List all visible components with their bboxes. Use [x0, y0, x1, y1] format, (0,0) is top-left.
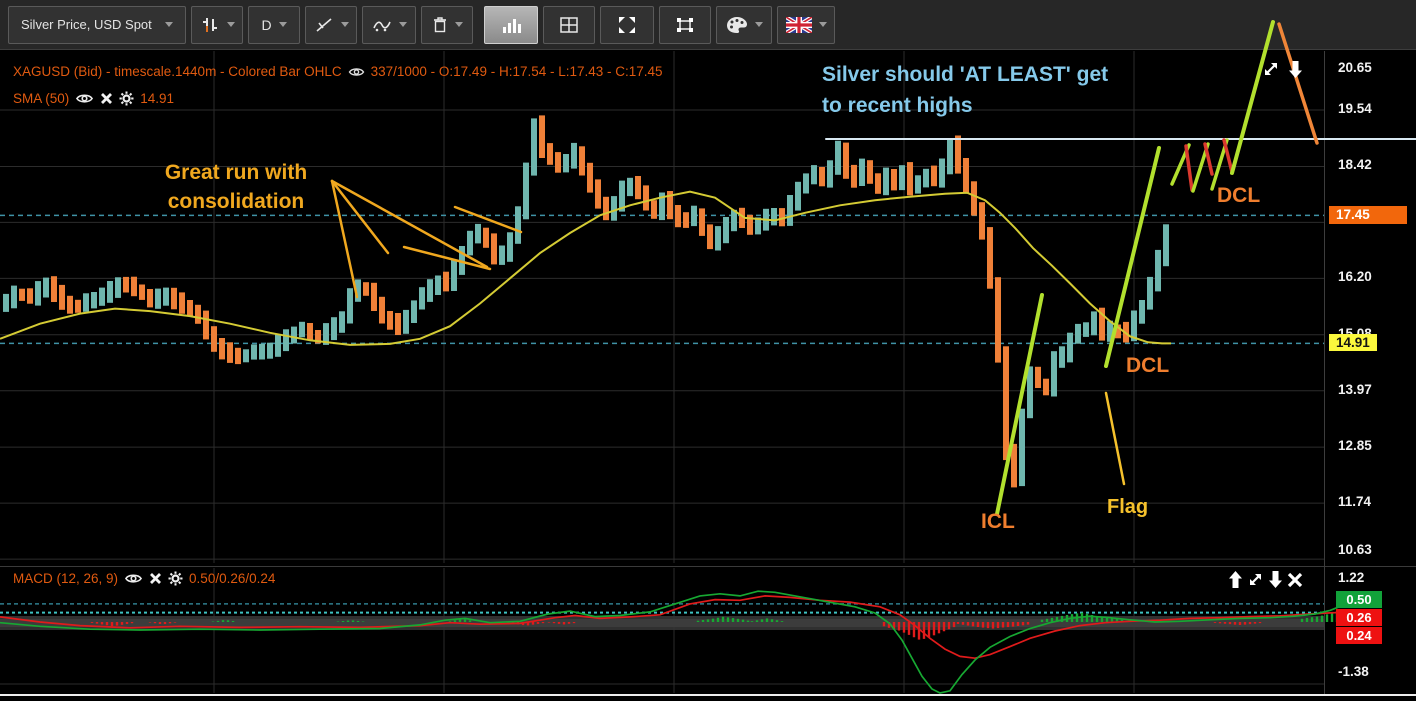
eye-icon[interactable]: [348, 66, 365, 78]
panel-layout-button[interactable]: [543, 5, 595, 44]
chevron-down-icon: [818, 22, 827, 27]
uk-flag-icon: [785, 16, 812, 33]
chevron-down-icon: [754, 22, 763, 27]
price-axis-label: 16.20: [1338, 269, 1372, 285]
gear-icon[interactable]: [168, 571, 183, 586]
sma-value: 14.91: [140, 91, 175, 106]
annotation-icl: ICL: [981, 510, 1015, 533]
macd-axis-label: -1.38: [1338, 663, 1369, 679]
annotation-dcl-upper: DCL: [1217, 184, 1261, 207]
price-axis-label: 13.97: [1338, 381, 1372, 397]
move-pane-down-icon[interactable]: [1288, 60, 1303, 78]
macd-value-badges: 0.50 0.26 0.24: [1336, 591, 1382, 644]
series-legend: XAGUSD (Bid) - timescale.1440m - Colored…: [13, 64, 663, 79]
resize-diagonal-icon[interactable]: [1247, 571, 1264, 588]
eye-icon[interactable]: [124, 572, 143, 585]
annotation-line: consolidation: [167, 190, 305, 213]
chevron-down-icon: [165, 22, 173, 27]
chevron-down-icon: [226, 22, 235, 27]
language-dropdown[interactable]: [777, 5, 835, 44]
trendline-icon: [314, 15, 334, 35]
macd-badge: 0.24: [1336, 627, 1382, 644]
axis-divider: [1324, 51, 1325, 694]
resize-diagonal-icon[interactable]: [1262, 60, 1280, 78]
timeframe-dropdown[interactable]: D: [248, 5, 300, 44]
close-icon[interactable]: [100, 92, 113, 105]
sma-label: SMA (50): [13, 91, 70, 106]
toolbar: Silver Price, USD Spot D: [0, 0, 1416, 50]
annotation-line: Great run with: [164, 161, 308, 184]
symbol-dropdown[interactable]: Silver Price, USD Spot: [8, 5, 186, 44]
theme-dropdown[interactable]: [716, 5, 772, 44]
price-axis-label: 18.42: [1338, 157, 1372, 173]
close-pane-icon[interactable]: [1287, 572, 1303, 588]
delete-drawings-dropdown[interactable]: [421, 5, 473, 44]
sma-value-badge: 14.91: [1329, 334, 1377, 352]
draw-trendline-dropdown[interactable]: [305, 5, 357, 44]
chevron-down-icon: [340, 22, 349, 27]
price-axis-label: 10.63: [1338, 542, 1372, 557]
annotation-target-note: Silver should 'AT LEAST' get to recent h…: [822, 59, 1108, 121]
eye-icon[interactable]: [75, 92, 94, 105]
price-axis-label: 12.85: [1338, 438, 1372, 454]
price-axis-label: 11.74: [1338, 494, 1372, 510]
chart-type-dropdown[interactable]: [191, 5, 243, 44]
chevron-down-icon: [398, 22, 407, 27]
ohlc-bar-icon: [200, 15, 220, 35]
annotation-great-run: Great run with consolidation: [150, 158, 322, 216]
palette-icon: [726, 16, 748, 34]
volume-bars-button[interactable]: [484, 5, 538, 44]
expand-arrows-icon: [617, 15, 637, 35]
move-pane-down-icon[interactable]: [1268, 571, 1283, 588]
last-price-badge: 17.45: [1329, 206, 1407, 225]
macd-badge: 0.50: [1336, 591, 1382, 608]
price-axis-label: 19.54: [1338, 101, 1372, 116]
indicators-dropdown[interactable]: [362, 5, 416, 44]
chevron-down-icon: [278, 22, 287, 27]
macd-axis-label: 1.22: [1338, 569, 1365, 585]
macd-values: 0.50/0.26/0.24: [189, 571, 276, 586]
panel-bottom-divider: [0, 694, 1416, 696]
frame-icon: [675, 15, 695, 35]
trash-icon: [432, 15, 448, 34]
timeframe-label: D: [261, 16, 272, 33]
annotation-line: Silver should 'AT LEAST' get: [822, 63, 1109, 86]
bar-counter-ohlc: 337/1000 - O:17.49 - H:17.54 - L:17.43 -…: [370, 64, 663, 79]
series-title: XAGUSD (Bid) - timescale.1440m - Colored…: [13, 64, 342, 79]
macd-label: MACD (12, 26, 9): [13, 571, 119, 586]
symbol-label: Silver Price, USD Spot: [21, 17, 152, 32]
chart-corner-controls: [1262, 60, 1303, 78]
price-chart-panel[interactable]: [0, 51, 1416, 564]
move-pane-up-icon[interactable]: [1228, 571, 1243, 588]
close-icon[interactable]: [149, 572, 162, 585]
macd-badge: 0.26: [1336, 609, 1382, 626]
screenshot-frame-button[interactable]: [659, 5, 711, 44]
macd-corner-controls: [1228, 571, 1303, 588]
indicator-icon: [372, 17, 392, 33]
price-axis-label: 20.65: [1338, 60, 1372, 75]
annotation-flag: Flag: [1107, 496, 1149, 518]
bars-icon: [500, 15, 522, 35]
gear-icon[interactable]: [119, 91, 134, 106]
macd-legend: MACD (12, 26, 9) 0.50/0.26/0.24: [13, 571, 275, 586]
chevron-down-icon: [454, 22, 463, 27]
annotation-dcl-lower: DCL: [1126, 354, 1170, 377]
layout-grid-icon: [559, 16, 579, 34]
fullscreen-button[interactable]: [600, 5, 654, 44]
annotation-line: to recent highs: [822, 94, 973, 117]
sma-legend: SMA (50) 14.91: [13, 91, 174, 106]
